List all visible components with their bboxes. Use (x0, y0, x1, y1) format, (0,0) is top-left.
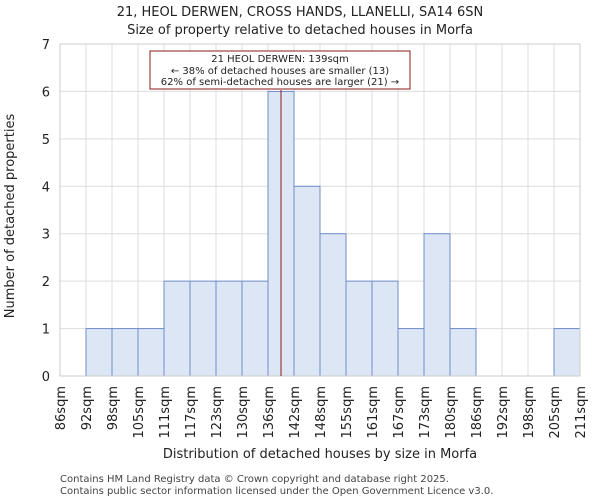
footer-line-2: Contains public sector information licen… (60, 486, 493, 497)
histogram-bar (111, 328, 139, 377)
x-tick-label: 86sqm (54, 386, 69, 430)
histogram-bar (189, 280, 217, 377)
y-tick-labels: 0 1 2 3 4 5 6 7 (42, 38, 50, 385)
footer-line-1: Contains HM Land Registry data © Crown c… (60, 474, 449, 485)
histogram-bar (449, 328, 477, 377)
annotation-box: 21 HEOL DERWEN: 139sqm ← 38% of detached… (149, 50, 411, 90)
histogram-bar (397, 328, 425, 377)
x-tick-label: 198sqm (522, 386, 537, 439)
x-tick-label: 161sqm (366, 386, 381, 439)
y-tick-label: 6 (42, 85, 50, 100)
y-tick-label: 5 (42, 133, 50, 148)
histogram-bar (215, 280, 243, 377)
y-tick-label: 2 (42, 275, 50, 290)
x-tick-label: 180sqm (444, 386, 459, 439)
x-tick-label: 92sqm (80, 386, 95, 430)
histogram-bar (319, 233, 347, 377)
bars (85, 90, 581, 377)
plot-frame (59, 43, 581, 377)
x-tick-label: 117sqm (184, 386, 199, 439)
x-tick-label: 111sqm (158, 386, 173, 439)
x-tick-label: 205sqm (548, 386, 563, 439)
y-tick-label: 1 (42, 323, 50, 338)
y-tick-label: 0 (42, 370, 50, 385)
x-tick-label: 142sqm (288, 386, 303, 439)
x-tick-label: 136sqm (262, 386, 277, 439)
x-tick-label: 123sqm (210, 386, 225, 439)
x-tick-label: 155sqm (340, 386, 355, 439)
x-tick-label: 105sqm (132, 386, 147, 439)
x-axis-label: Distribution of detached houses by size … (163, 447, 477, 462)
histogram-bar (293, 185, 321, 377)
annotation-frame (149, 50, 411, 90)
annotation-line-2: ← 38% of detached houses are smaller (13… (171, 66, 389, 77)
x-tick-label: 148sqm (314, 386, 329, 439)
chart-subtitle: Size of property relative to detached ho… (127, 23, 473, 38)
y-tick-label: 7 (42, 38, 50, 53)
x-tick-label: 130sqm (236, 386, 251, 439)
histogram-bar (553, 328, 581, 377)
x-tick-labels: 86sqm 92sqm 98sqm 105sqm 111sqm 117sqm 123sqm 1… (54, 386, 589, 439)
y-axis-label: Number of detached properties (3, 114, 18, 319)
histogram-bar (163, 280, 191, 377)
histogram-bar (137, 328, 165, 377)
x-tick-label: 211sqm (574, 386, 589, 439)
histogram-bar (345, 280, 373, 377)
x-tick-label: 98sqm (106, 386, 121, 430)
histogram-bar (371, 280, 399, 377)
y-tick-label: 4 (42, 180, 50, 195)
annotation-line-1: 21 HEOL DERWEN: 139sqm (211, 54, 349, 65)
histogram-bar (85, 328, 113, 377)
histogram-bar (241, 280, 269, 377)
y-tick-label: 3 (42, 228, 50, 243)
chart-title: 21, HEOL DERWEN, CROSS HANDS, LLANELLI, … (117, 5, 484, 20)
x-tick-label: 173sqm (418, 386, 433, 439)
x-tick-label: 186sqm (470, 386, 485, 439)
x-tick-label: 167sqm (392, 386, 407, 439)
histogram-bar (423, 233, 451, 377)
annotation-line-3: 62% of semi-detached houses are larger (… (161, 77, 399, 88)
x-tick-label: 192sqm (496, 386, 511, 439)
